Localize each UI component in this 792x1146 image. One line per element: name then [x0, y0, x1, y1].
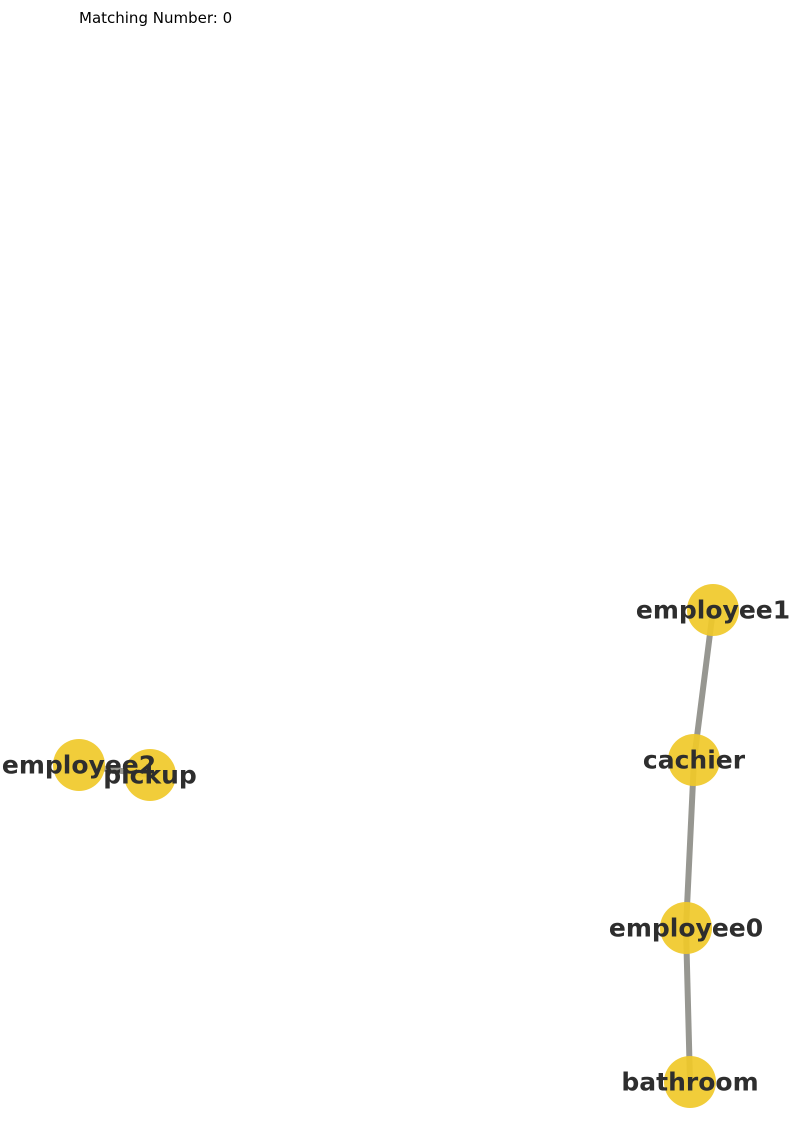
node-label-employee2: employee2	[2, 751, 156, 780]
node-employee2	[53, 739, 105, 791]
node-label-bathroom: bathroom	[621, 1068, 758, 1097]
node-employee0	[660, 902, 712, 954]
node-label-employee1: employee1	[636, 596, 790, 625]
matching-number-label: Matching Number:	[79, 9, 218, 27]
nodes-layer	[53, 584, 739, 1108]
node-bathroom	[664, 1056, 716, 1108]
node-label-employee0: employee0	[609, 914, 763, 943]
matching-number-value: 0	[222, 9, 233, 27]
node-label-cachier: cachier	[643, 746, 746, 775]
labels-layer: employee1 cachier employee0 bathroom employe…	[2, 596, 790, 1097]
node-cachier	[668, 734, 720, 786]
node-pickup	[124, 749, 176, 801]
node-label-pickup: pickup	[103, 761, 197, 790]
edges-layer	[76, 607, 716, 1085]
node-employee1	[687, 584, 739, 636]
edge-cachier-employee0	[683, 757, 697, 931]
matching-number-caption: Matching Number: 0	[79, 9, 232, 27]
